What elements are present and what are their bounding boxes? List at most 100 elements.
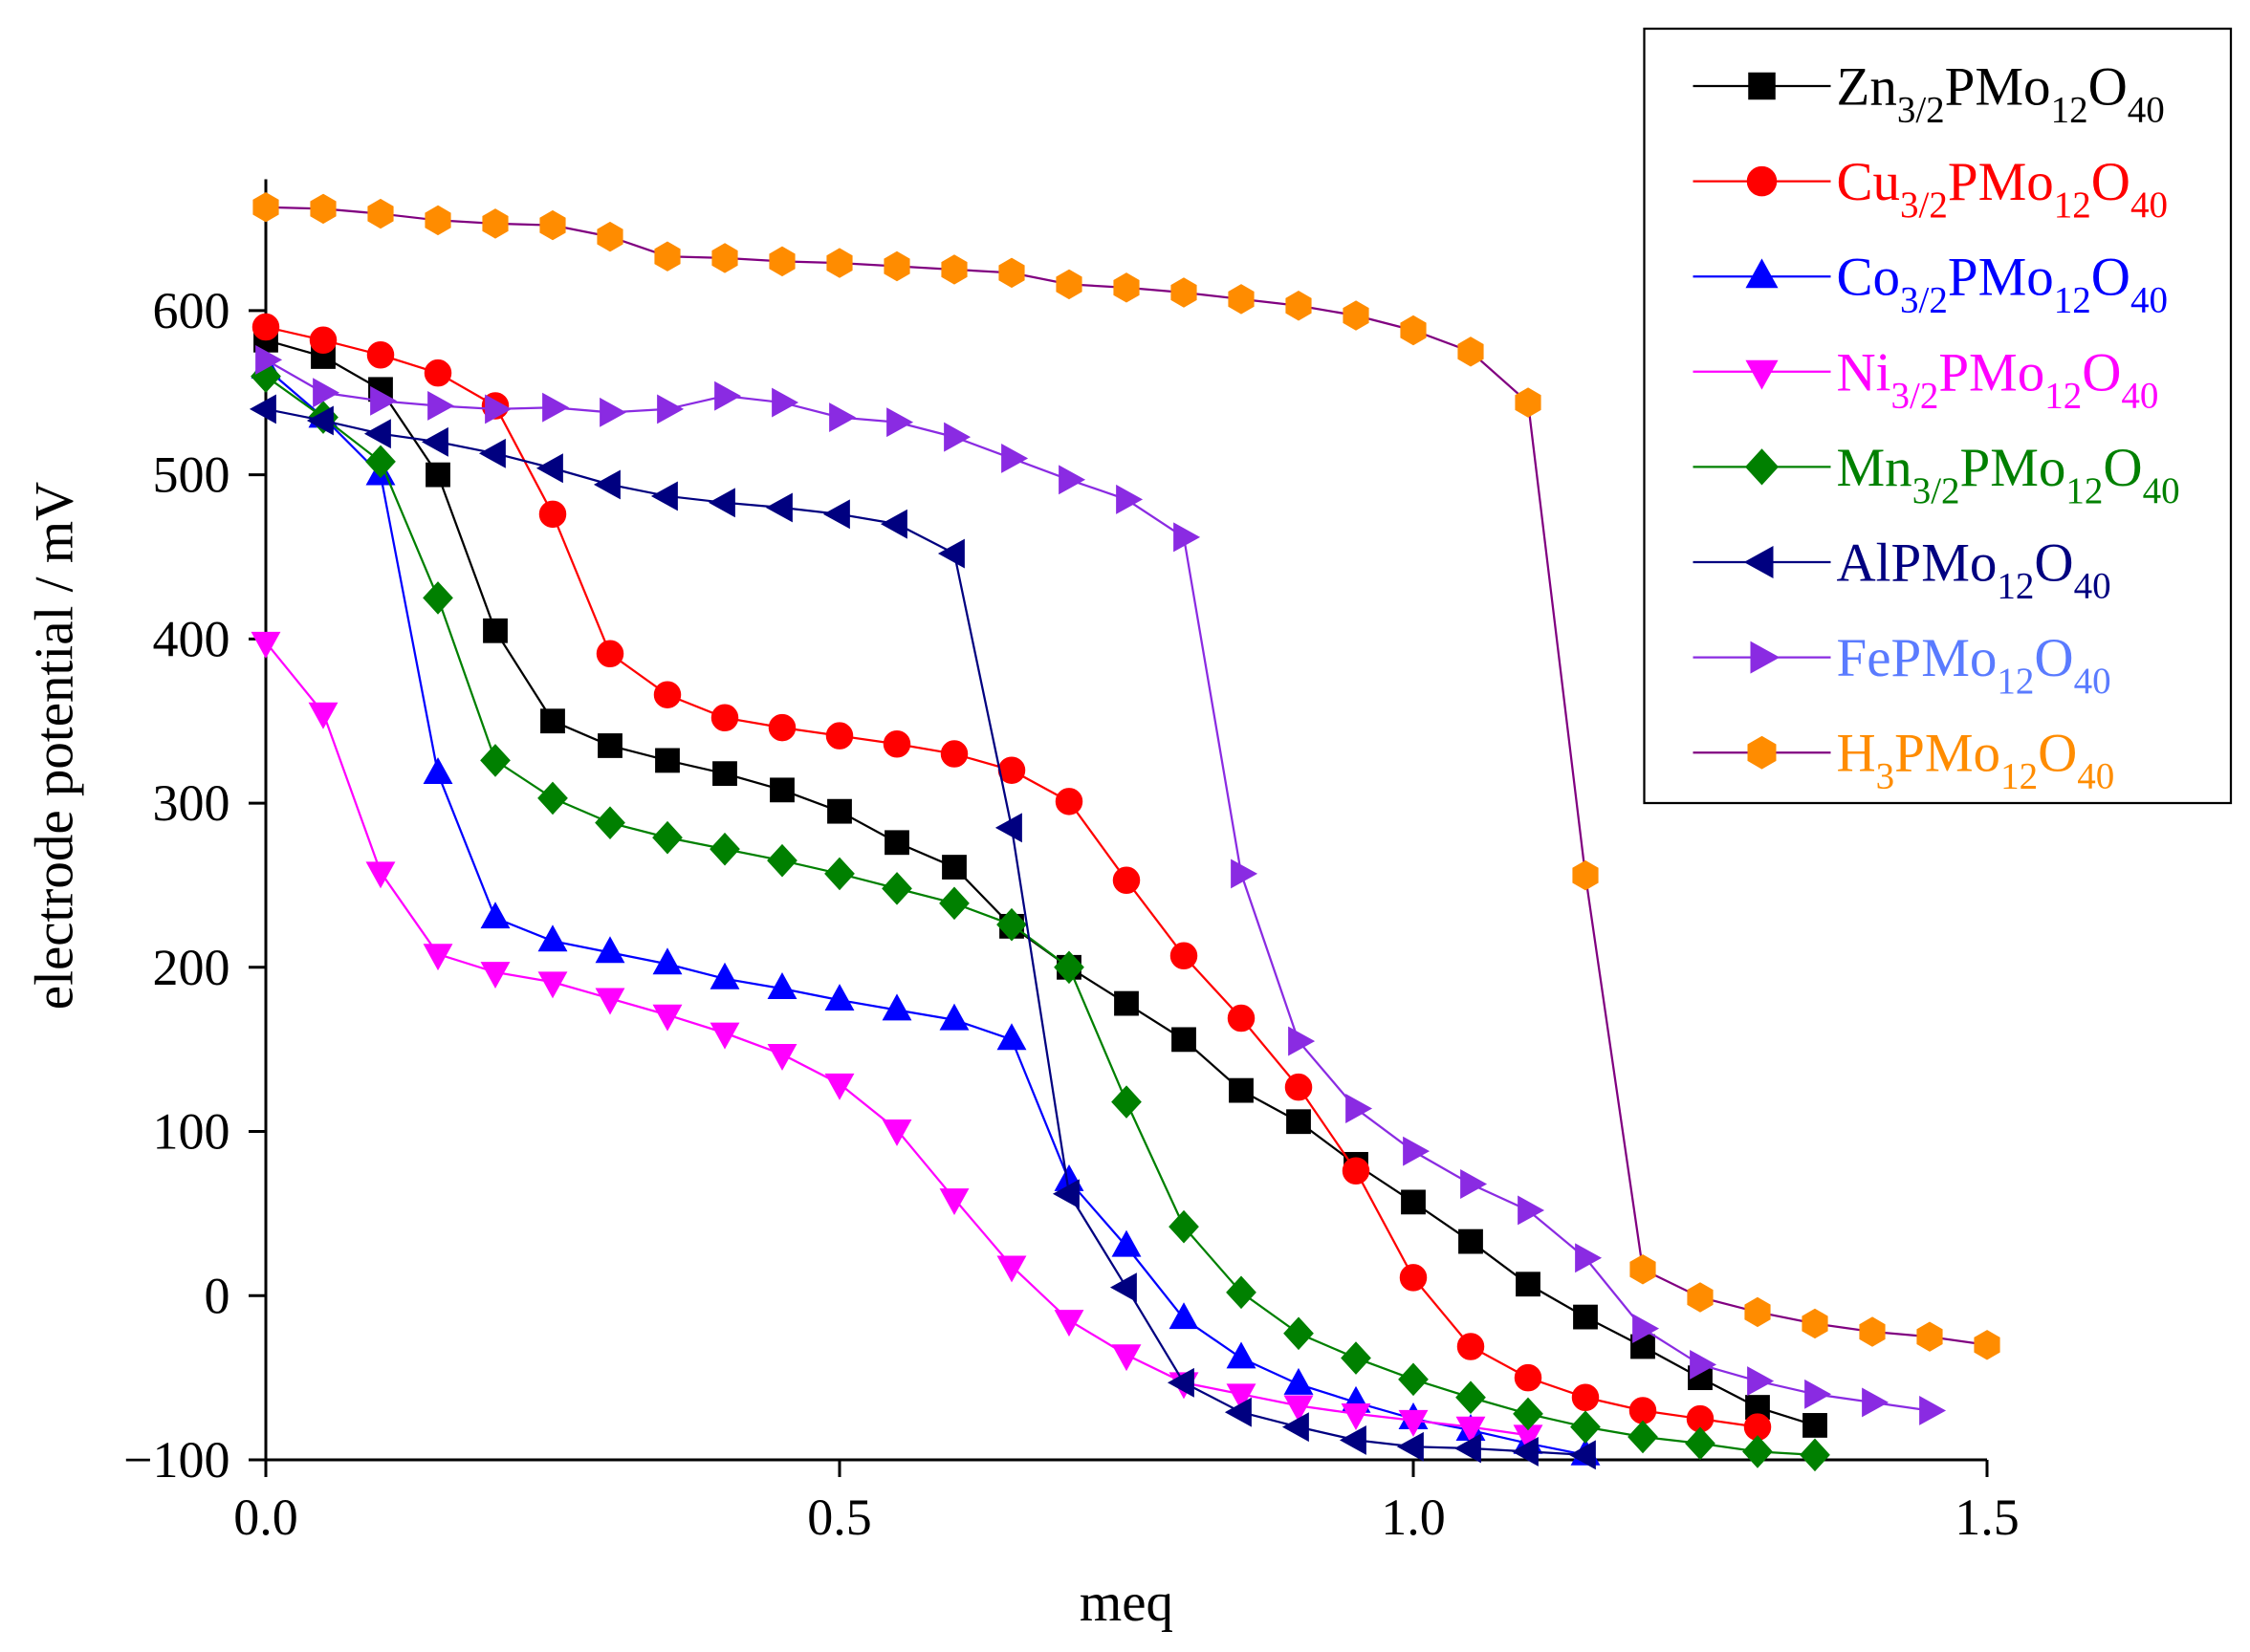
- legend-marker: [1748, 72, 1776, 100]
- marker: [308, 702, 339, 729]
- legend-marker: [1746, 165, 1778, 197]
- subscript: 3/2: [1900, 185, 1948, 226]
- marker: [1571, 1383, 1600, 1411]
- marker: [652, 1004, 683, 1032]
- marker: [1747, 1366, 1775, 1397]
- marker: [596, 640, 624, 668]
- legend-label: Mn3/2PMo12O40: [1837, 438, 2180, 511]
- text-part: O: [2082, 342, 2121, 402]
- marker: [1171, 1027, 1196, 1053]
- marker: [1169, 1302, 1199, 1330]
- marker: [595, 806, 625, 839]
- marker: [939, 1188, 970, 1216]
- marker: [1575, 1243, 1603, 1273]
- subscript: 12: [1997, 566, 2034, 607]
- marker: [1167, 1367, 1194, 1398]
- marker: [767, 972, 797, 1000]
- marker: [1114, 990, 1139, 1016]
- marker: [1515, 387, 1541, 418]
- marker: [537, 924, 568, 952]
- marker: [825, 722, 854, 750]
- marker: [652, 820, 683, 855]
- text-part: O: [2103, 438, 2142, 498]
- marker: [996, 1255, 1027, 1283]
- y-tick-label: 300: [153, 774, 230, 832]
- legend-marker: [1744, 448, 1780, 486]
- marker: [1283, 1367, 1314, 1395]
- marker: [593, 469, 621, 500]
- x-tick-label: 1.0: [1381, 1489, 1446, 1546]
- y-tick-label: 0: [205, 1267, 230, 1324]
- x-tick-label: 0.0: [233, 1489, 298, 1546]
- series-line: [265, 641, 1529, 1437]
- marker: [829, 402, 857, 432]
- text-part: AlPMo: [1837, 533, 1998, 594]
- marker: [1632, 1314, 1660, 1344]
- marker: [1343, 300, 1369, 331]
- marker: [1226, 1341, 1256, 1369]
- marker: [772, 387, 799, 418]
- text-part: O: [2038, 724, 2077, 784]
- subscript: 40: [2128, 90, 2165, 131]
- marker: [1227, 1004, 1256, 1032]
- marker: [994, 813, 1022, 843]
- subscript: 12: [2054, 185, 2091, 226]
- marker: [708, 488, 735, 518]
- marker: [657, 394, 685, 424]
- marker: [426, 462, 450, 488]
- marker: [480, 962, 511, 989]
- marker: [1859, 1316, 1886, 1347]
- marker: [824, 1073, 855, 1100]
- marker: [710, 962, 740, 989]
- marker: [537, 781, 568, 815]
- text-part: PMo: [1960, 438, 2066, 498]
- subscript: 12: [2051, 90, 2088, 131]
- text-part: O: [2088, 57, 2128, 118]
- marker: [1399, 1264, 1428, 1292]
- marker: [1283, 1316, 1314, 1351]
- marker: [944, 422, 972, 452]
- legend-marker: [1745, 258, 1779, 289]
- text-part: PMo: [1894, 724, 2000, 784]
- marker: [650, 481, 678, 511]
- marker: [251, 313, 280, 341]
- legend-label: Cu3/2PMo12O40: [1837, 152, 2168, 226]
- legend-label: AlPMo12O40: [1837, 533, 2111, 607]
- marker: [1286, 1109, 1311, 1135]
- marker: [822, 499, 850, 530]
- marker: [309, 326, 338, 355]
- marker: [1398, 1362, 1429, 1397]
- legend-marker: [1747, 735, 1777, 770]
- marker: [251, 631, 281, 659]
- marker: [480, 744, 511, 777]
- marker: [1627, 1420, 1658, 1454]
- marker: [1690, 1349, 1717, 1380]
- marker: [1573, 1304, 1598, 1330]
- marker: [485, 394, 513, 424]
- subscript: 3/2: [1897, 90, 1945, 131]
- marker: [1228, 284, 1255, 315]
- marker: [767, 843, 797, 878]
- marker: [365, 445, 396, 479]
- marker: [425, 205, 451, 236]
- marker: [1511, 1436, 1539, 1467]
- marker: [306, 405, 334, 436]
- marker: [478, 438, 506, 468]
- text-part: PMo: [1948, 248, 2054, 308]
- marker: [595, 936, 625, 964]
- subscript: 40: [2130, 185, 2168, 226]
- marker: [255, 344, 283, 375]
- marker: [1054, 1310, 1084, 1337]
- marker: [882, 993, 912, 1021]
- marker: [884, 250, 910, 282]
- text-part: PMo: [1945, 57, 2051, 118]
- legend-label: Ni3/2PMo12O40: [1837, 342, 2159, 416]
- marker: [710, 832, 740, 866]
- marker: [1109, 1272, 1137, 1303]
- subscript: 40: [2074, 566, 2111, 607]
- text-part: Co: [1837, 248, 1901, 308]
- marker: [937, 538, 965, 569]
- marker: [1456, 1333, 1485, 1360]
- marker: [827, 798, 852, 824]
